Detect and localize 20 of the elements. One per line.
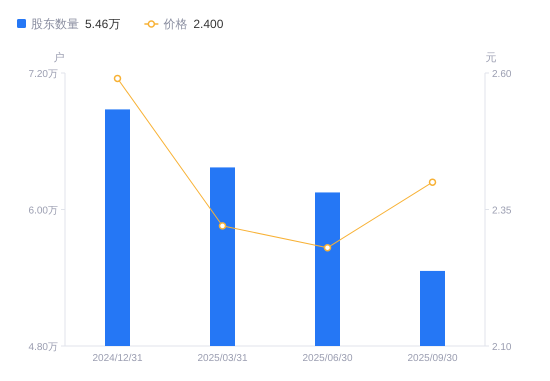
x-tick-label: 2025/06/30 xyxy=(302,353,353,364)
y-axis-title: 户 xyxy=(54,51,64,64)
y-tick-label: 7.20万 xyxy=(28,69,58,80)
point xyxy=(218,222,226,230)
point xyxy=(114,74,122,82)
legend-label: 股东数量 xyxy=(31,17,79,31)
text: 5.46万 xyxy=(85,17,120,31)
legend-label: 价格 xyxy=(162,17,188,31)
y-tick-label: 4.80万 xyxy=(28,342,58,353)
x-tick-label: 2025/09/30 xyxy=(407,353,458,364)
x-tick-label: 2025/03/31 xyxy=(197,353,248,364)
y2-axis-title: 元 xyxy=(486,52,496,64)
point xyxy=(324,244,332,252)
text: 2.400 xyxy=(193,17,224,31)
point xyxy=(428,178,436,186)
y2-tick-label: 2.10 xyxy=(492,342,512,353)
y-tick-label: 6.00万 xyxy=(28,206,58,216)
y2-tick-label: 2.60 xyxy=(492,69,512,80)
x-tick-label: 2024/12/31 xyxy=(92,353,143,364)
y2-tick-label: 2.35 xyxy=(492,206,512,216)
